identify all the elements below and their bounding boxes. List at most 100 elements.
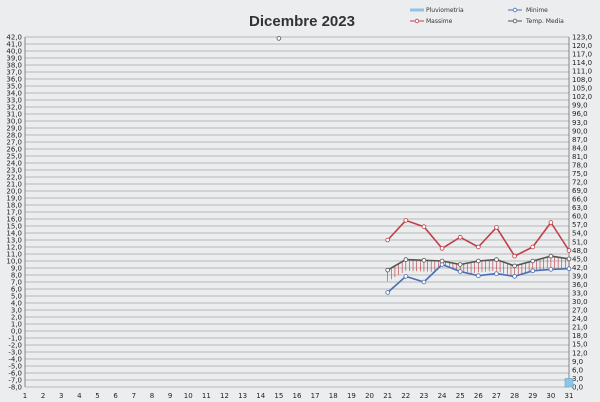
right-axis-ticks: 123,0120,0117,0114,0111,0108,0105,0102,0… [572, 33, 592, 391]
left-tick-label: 3,0 [11, 306, 22, 314]
right-tick-label: 18,0 [572, 332, 588, 340]
left-tick-label: 38,0 [6, 61, 22, 69]
left-tick-label: 5,0 [11, 292, 22, 300]
x-tick-label: 24 [438, 392, 447, 400]
x-tick-label: 31 [565, 392, 574, 400]
right-tick-label: 78,0 [572, 161, 588, 169]
temp-media-point [421, 257, 427, 263]
right-tick-label: 21,0 [572, 324, 588, 332]
x-tick-label: 17 [311, 392, 320, 400]
right-tick-label: 72,0 [572, 179, 588, 187]
right-tick-label: 54,0 [572, 230, 588, 238]
left-tick-label: 21,0 [6, 180, 22, 188]
temp-media-point [457, 262, 463, 267]
left-tick-label: 10,0 [6, 257, 22, 265]
massime-point [530, 244, 536, 250]
right-tick-label: 66,0 [572, 196, 588, 204]
x-tick-label: 12 [220, 392, 229, 400]
left-tick-label: 18,0 [6, 201, 22, 209]
minime-point [421, 279, 427, 285]
left-tick-label: 25,0 [6, 152, 22, 160]
left-tick-label: 7,0 [11, 278, 22, 286]
temp-media-point [403, 257, 409, 262]
x-tick-label: 27 [492, 392, 501, 400]
massime-point [494, 225, 499, 230]
left-tick-label: 35,0 [6, 82, 22, 90]
left-tick-label: -2,0 [8, 341, 22, 349]
minime-point [512, 274, 517, 279]
left-tick-label: 0,0 [11, 327, 22, 335]
massime-point [385, 237, 390, 243]
right-tick-label: 15,0 [572, 341, 588, 349]
right-tick-label: 123,0 [572, 33, 592, 41]
minime-point [548, 267, 554, 272]
right-tick-label: 60,0 [572, 213, 588, 221]
x-tick-label: 13 [238, 392, 247, 400]
left-tick-label: 15,0 [6, 222, 22, 230]
right-tick-label: 0,0 [572, 383, 583, 391]
right-tick-label: 108,0 [572, 76, 592, 84]
x-tick-label: 23 [419, 392, 428, 400]
x-tick-label: 20 [365, 392, 374, 400]
minime-point [530, 268, 536, 274]
right-tick-label: 42,0 [572, 264, 588, 272]
right-tick-label: 102,0 [572, 93, 592, 101]
right-tick-label: 12,0 [572, 349, 588, 357]
right-tick-label: 36,0 [572, 281, 588, 289]
left-tick-label: 14,0 [6, 229, 22, 237]
x-axis-ticks: 1 2 3 4 5 6 7 8 9 10 11 12 13 14 15 16 17 18 19 20 21 22 23 24 2… [23, 392, 574, 400]
temp-media-point [476, 258, 481, 264]
x-tick-label: 6 [113, 392, 118, 400]
temp-media-point [439, 258, 445, 264]
right-tick-label: 96,0 [572, 110, 588, 118]
chart-title: Dicembre 2023 [249, 13, 355, 30]
right-tick-label: 48,0 [572, 247, 588, 255]
right-tick-label: 9,0 [572, 358, 583, 366]
x-tick-label: 26 [474, 392, 483, 400]
minime-point [476, 273, 481, 279]
x-tick-label: 4 [77, 392, 82, 400]
minime-point [566, 266, 572, 272]
x-tick-label: 15 [274, 392, 283, 400]
left-tick-label: 31,0 [6, 110, 22, 118]
legend-marker-massime [414, 18, 420, 24]
left-tick-label: 42,0 [6, 33, 22, 41]
right-tick-label: 69,0 [572, 187, 588, 195]
left-tick-label: -4,0 [8, 355, 22, 363]
temp-media-point [530, 258, 536, 264]
left-tick-label: 41,0 [6, 40, 22, 48]
left-tick-label: 16,0 [6, 215, 22, 223]
x-tick-label: 10 [184, 392, 193, 400]
right-tick-label: 24,0 [572, 315, 588, 323]
temp-media-point [385, 267, 390, 273]
left-tick-label: 34,0 [6, 89, 22, 97]
temp-media-point [276, 36, 282, 41]
right-tick-label: 117,0 [572, 50, 592, 58]
x-tick-label: 11 [202, 392, 211, 400]
massime-point [403, 218, 409, 223]
temp-media-point [494, 257, 499, 262]
legend-label-temp-media: Temp. Media [525, 18, 564, 25]
minime-point [403, 274, 409, 279]
legend: Pluviometria Minime Massime Temp. Media [410, 7, 564, 25]
x-tick-label: 25 [456, 392, 465, 400]
left-tick-label: 2,0 [11, 313, 22, 321]
x-tick-label: 7 [132, 392, 136, 400]
left-tick-label: 13,0 [6, 236, 22, 244]
x-tick-label: 28 [510, 392, 519, 400]
left-tick-label: 37,0 [6, 68, 22, 76]
left-tick-label: 26,0 [6, 145, 22, 153]
legend-label-massime: Massime [426, 18, 453, 25]
massime-point [512, 253, 517, 259]
minime-point [385, 290, 390, 295]
legend-marker-temp-media [512, 18, 518, 24]
left-tick-label: -1,0 [8, 334, 22, 342]
x-tick-label: 5 [95, 392, 99, 400]
left-tick-label: 33,0 [6, 96, 22, 104]
left-tick-label: 17,0 [6, 208, 22, 216]
x-tick-label: 22 [401, 392, 410, 400]
legend-label-pluviometria: Pluviometria [426, 7, 464, 14]
pluviometria-bar [564, 378, 574, 388]
